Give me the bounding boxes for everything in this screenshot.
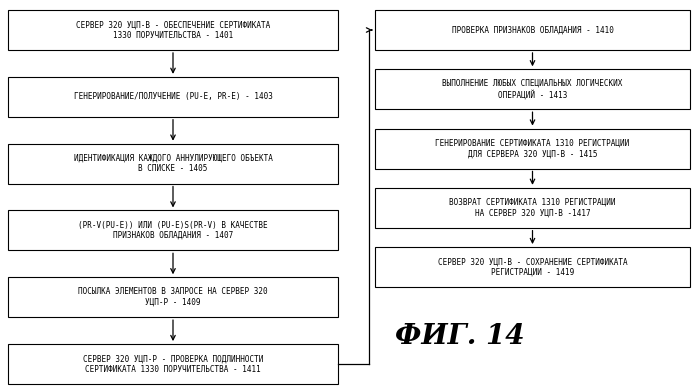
Text: ПРОВЕРКА ПРИЗНАКОВ ОБЛАДАНИЯ - 1410: ПРОВЕРКА ПРИЗНАКОВ ОБЛАДАНИЯ - 1410 xyxy=(452,25,614,34)
FancyBboxPatch shape xyxy=(375,129,690,169)
Text: ФИГ. 14: ФИГ. 14 xyxy=(395,323,524,350)
Text: ИДЕНТИФИКАЦИЯ КАЖДОГО АННУЛИРУЮЩЕГО ОБЪЕКТА
В СПИСКЕ - 1405: ИДЕНТИФИКАЦИЯ КАЖДОГО АННУЛИРУЮЩЕГО ОБЪЕ… xyxy=(73,154,273,173)
FancyBboxPatch shape xyxy=(375,10,690,50)
FancyBboxPatch shape xyxy=(8,277,338,317)
Text: ВЫПОЛНЕНИЕ ЛЮБЫХ СПЕЦИАЛЬНЫХ ЛОГИЧЕСКИХ
ОПЕРАЦИЙ - 1413: ВЫПОЛНЕНИЕ ЛЮБЫХ СПЕЦИАЛЬНЫХ ЛОГИЧЕСКИХ … xyxy=(442,79,623,100)
Text: СЕРВЕР 320 УЦП-В - ОБЕСПЕЧЕНИЕ СЕРТИФИКАТА
1330 ПОРУЧИТЕЛЬСТВА - 1401: СЕРВЕР 320 УЦП-В - ОБЕСПЕЧЕНИЕ СЕРТИФИКА… xyxy=(76,20,270,40)
Text: ВОЗВРАТ СЕРТИФИКАТА 1310 РЕГИСТРАЦИИ
НА СЕРВЕР 320 УЦП-В -1417: ВОЗВРАТ СЕРТИФИКАТА 1310 РЕГИСТРАЦИИ НА … xyxy=(449,198,616,218)
Text: (PR-V(PU-E)) ИЛИ (PU-E)S(PR-V) В КАЧЕСТВЕ
ПРИЗНАКОВ ОБЛАДАНИЯ - 1407: (PR-V(PU-E)) ИЛИ (PU-E)S(PR-V) В КАЧЕСТВ… xyxy=(78,221,268,240)
Text: СЕРВЕР 320 УЦП-Р - ПРОВЕРКА ПОДЛИННОСТИ
СЕРТИФИКАТА 1330 ПОРУЧИТЕЛЬСТВА - 1411: СЕРВЕР 320 УЦП-Р - ПРОВЕРКА ПОДЛИННОСТИ … xyxy=(82,354,264,374)
FancyBboxPatch shape xyxy=(375,188,690,228)
FancyBboxPatch shape xyxy=(375,247,690,287)
Text: ГЕНЕРИРОВАНИЕ/ПОЛУЧЕНИЕ (PU-E, PR-E) - 1403: ГЕНЕРИРОВАНИЕ/ПОЛУЧЕНИЕ (PU-E, PR-E) - 1… xyxy=(73,92,273,101)
Text: СЕРВЕР 320 УЦП-В - СОХРАНЕНИЕ СЕРТИФИКАТА
РЕГИСТРАЦИИ - 1419: СЕРВЕР 320 УЦП-В - СОХРАНЕНИЕ СЕРТИФИКАТ… xyxy=(438,257,627,277)
FancyBboxPatch shape xyxy=(8,10,338,50)
FancyBboxPatch shape xyxy=(375,69,690,109)
Text: ГЕНЕРИРОВАНИЕ СЕРТИФИКАТА 1310 РЕГИСТРАЦИИ
ДЛЯ СЕРВЕРА 320 УЦП-В - 1415: ГЕНЕРИРОВАНИЕ СЕРТИФИКАТА 1310 РЕГИСТРАЦ… xyxy=(435,139,630,158)
FancyBboxPatch shape xyxy=(8,344,338,384)
FancyBboxPatch shape xyxy=(8,77,338,117)
FancyBboxPatch shape xyxy=(8,211,338,250)
Text: ПОСЫЛКА ЭЛЕМЕНТОВ В ЗАПРОСЕ НА СЕРВЕР 320
УЦП-Р - 1409: ПОСЫЛКА ЭЛЕМЕНТОВ В ЗАПРОСЕ НА СЕРВЕР 32… xyxy=(78,287,268,307)
FancyBboxPatch shape xyxy=(8,143,338,183)
